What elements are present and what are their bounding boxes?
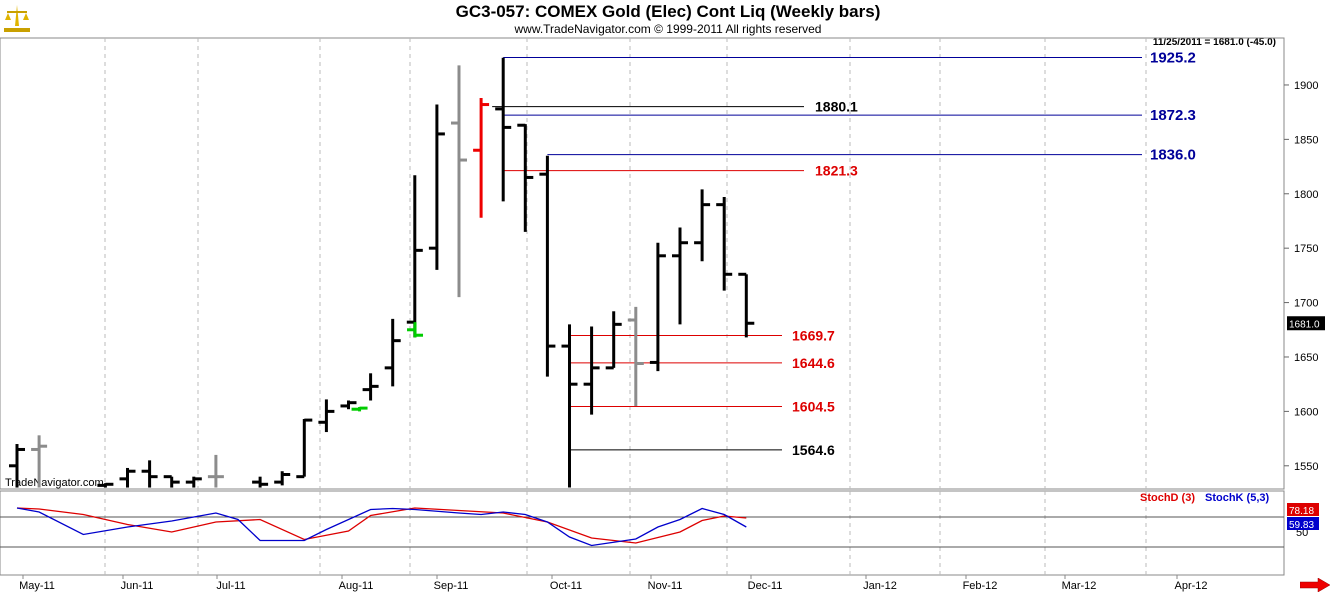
y-tick-label: 1600 xyxy=(1294,406,1318,418)
y-tick-label: 1700 xyxy=(1294,298,1318,310)
ohlc-bar[interactable] xyxy=(384,318,401,387)
copyright-line: www.TradeNavigator.com © 1999-2011 All r… xyxy=(514,22,822,36)
x-tick-label: May-11 xyxy=(19,580,55,592)
tradenavigator-logo-icon xyxy=(2,2,32,34)
ohlc-bar[interactable] xyxy=(31,435,48,488)
x-tick-label: Oct-11 xyxy=(550,580,582,592)
ohlc-bar[interactable] xyxy=(561,324,578,488)
x-tick-label: Aug-11 xyxy=(339,580,374,592)
y-tick-label: 1550 xyxy=(1294,461,1318,473)
legend-stochd: StochD (3) xyxy=(1140,492,1195,504)
ohlc-bar[interactable] xyxy=(428,104,445,270)
ohlc-bar[interactable] xyxy=(318,399,335,433)
ohlc-bar[interactable] xyxy=(296,418,313,479)
ohlc-bar[interactable] xyxy=(351,406,368,412)
stoch-last-value-box xyxy=(1287,517,1319,530)
x-tick-label: Sep-11 xyxy=(434,580,469,592)
ohlc-bar[interactable] xyxy=(627,306,644,406)
last-price-box xyxy=(1287,316,1325,331)
watermark-text: TradeNavigator.com xyxy=(5,477,104,489)
price-panel-frame xyxy=(0,37,1285,490)
x-tick-label: Nov-11 xyxy=(648,580,683,592)
level-label: 1669.7 xyxy=(792,328,835,344)
level-label: 1604.5 xyxy=(792,398,835,414)
ohlc-bar[interactable] xyxy=(694,189,711,262)
ohlc-bar[interactable] xyxy=(517,123,534,232)
level-label: 1564.6 xyxy=(792,442,835,458)
ohlc-bar[interactable] xyxy=(583,326,600,415)
ohlc-bar[interactable] xyxy=(407,322,424,338)
x-tick-label: Mar-12 xyxy=(1062,580,1097,592)
x-tick-label: Jul-11 xyxy=(216,580,245,592)
ohlc-bar[interactable] xyxy=(274,471,291,486)
ohlc-bar[interactable] xyxy=(97,482,114,488)
scroll-right-arrow-icon[interactable] xyxy=(1299,577,1331,593)
x-tick-label: Jan-12 xyxy=(863,580,897,592)
ohlc-bar[interactable] xyxy=(207,454,224,488)
chart-title: GC3-057: COMEX Gold (Elec) Cont Liq (Wee… xyxy=(455,2,881,21)
ohlc-bar[interactable] xyxy=(141,460,158,488)
y-tick-label: 1800 xyxy=(1294,189,1318,201)
ohlc-bar[interactable] xyxy=(605,311,622,370)
ohlc-bar[interactable] xyxy=(406,175,423,338)
stoch-last-value-label: 59.83 xyxy=(1289,520,1314,531)
x-tick-label: Feb-12 xyxy=(963,580,998,592)
ohlc-bar[interactable] xyxy=(451,65,467,298)
ohlc-bar[interactable] xyxy=(473,98,490,218)
level-label: 1880.1 xyxy=(815,99,858,115)
y-tick-label: 1850 xyxy=(1294,134,1318,146)
x-tick-label: Apr-12 xyxy=(1174,580,1207,592)
ohlc-bar[interactable] xyxy=(252,476,269,488)
ohlc-bar[interactable] xyxy=(119,467,136,488)
ohlc-bar[interactable] xyxy=(672,227,688,325)
y-tick-label: 1750 xyxy=(1294,243,1318,255)
ohlc-bar[interactable] xyxy=(340,400,357,410)
stochastic-panel-frame xyxy=(0,490,1285,576)
x-tick-label: Jun-11 xyxy=(121,580,154,592)
level-label: 1644.6 xyxy=(792,355,835,371)
ohlc-bar[interactable] xyxy=(716,197,733,291)
ohlc-bar[interactable] xyxy=(9,444,25,488)
level-label: 1836.0 xyxy=(1150,147,1196,164)
last-price-readout: 11/25/2011 = 1681.0 (-45.0) xyxy=(1152,37,1276,48)
ohlc-bar[interactable] xyxy=(163,475,180,488)
x-tick-label: Dec-11 xyxy=(748,580,783,592)
level-label: 1821.3 xyxy=(815,163,858,179)
ohlc-bar[interactable] xyxy=(362,373,379,401)
last-price-label: 1681.0 xyxy=(1289,319,1320,330)
ohlc-bar[interactable] xyxy=(185,476,202,488)
ohlc-bar[interactable] xyxy=(495,57,512,202)
stoch-last-value-box xyxy=(1287,503,1319,516)
y-tick-label: 1650 xyxy=(1294,352,1318,364)
stoch-series-line xyxy=(16,507,747,547)
stoch-last-value-label: 78.18 xyxy=(1289,506,1314,517)
level-label: 1872.3 xyxy=(1150,107,1196,124)
ohlc-bar[interactable] xyxy=(649,242,666,372)
level-label: 1925.2 xyxy=(1150,50,1196,67)
ohlc-bar[interactable] xyxy=(539,155,556,377)
y-tick-label: 1900 xyxy=(1294,80,1318,92)
legend-stochk: StochK (5,3) xyxy=(1205,492,1270,504)
ohlc-bar[interactable] xyxy=(738,272,755,338)
